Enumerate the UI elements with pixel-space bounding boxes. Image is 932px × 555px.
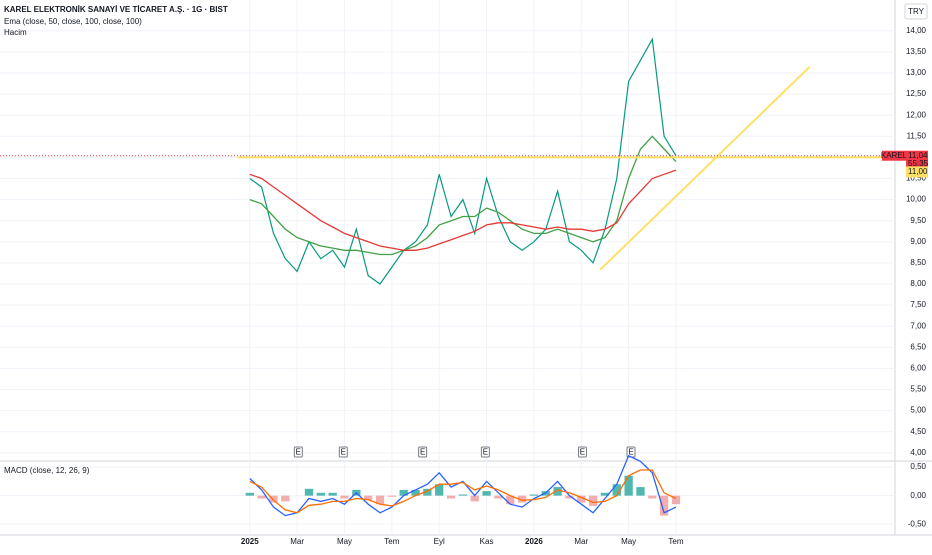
x-tick-label: Tem (668, 537, 683, 546)
earnings-label: E (483, 448, 488, 457)
histogram-bar (411, 489, 420, 496)
y-tick-label: 9,50 (910, 216, 926, 225)
histogram-bar (387, 495, 397, 497)
volume-label: Hacim (4, 28, 27, 37)
y-tick-label: 7,50 (910, 300, 926, 309)
histogram-bar (340, 495, 349, 499)
y-tick-label: 11,50 (907, 131, 927, 140)
histogram-bar (364, 495, 373, 501)
macd-label: MACD (close, 12, 26, 9) (4, 466, 90, 475)
symbol-tag (882, 150, 906, 161)
currency[interactable]: TRY (908, 7, 925, 16)
x-tick-label: Tem (384, 537, 399, 546)
last-price-label: 11,04 (908, 151, 928, 160)
histogram-bar (446, 495, 456, 499)
histogram-bar (375, 495, 385, 505)
histogram-bar (660, 495, 669, 516)
y-tick-label: 5,50 (910, 385, 926, 394)
histogram-bar (636, 487, 645, 496)
y-tick-label: 12,00 (906, 110, 927, 119)
histogram-bar (399, 489, 408, 496)
y-tick-label: 6,00 (910, 364, 926, 373)
level-tag (906, 166, 928, 178)
histogram-bar (482, 491, 491, 496)
histogram-bar (269, 495, 278, 503)
histogram-bar (588, 495, 598, 506)
earnings-label: E (296, 448, 301, 457)
x-tick-label: May (621, 537, 636, 546)
histogram-bar (506, 495, 515, 505)
histogram-bar (328, 492, 337, 496)
histogram-bar (577, 495, 586, 503)
earnings-label: E (628, 448, 633, 457)
x-tick-label: Mar (290, 537, 304, 546)
y-tick-label: 12,50 (906, 89, 927, 98)
earnings-marker (418, 446, 428, 458)
level-label: 11,00 (908, 167, 928, 176)
series-line (249, 169, 677, 251)
y-tick-label: 8,00 (910, 279, 926, 288)
x-tick-label: Mar (574, 537, 588, 546)
histogram-bar (494, 495, 503, 499)
symbol-tag-label: KAREL (881, 151, 908, 160)
histogram-bar (316, 492, 325, 496)
histogram-bar (648, 495, 657, 499)
histogram-bar (304, 488, 314, 496)
y-tick-label: 10,50 (906, 174, 927, 183)
histogram-bar (553, 487, 562, 496)
earnings-marker (480, 446, 490, 458)
symbol-title: KAREL ELEKTRONİK SANAYİ VE TİCARET A.Ş. … (4, 5, 228, 14)
x-tick-label: May (337, 537, 352, 546)
y-tick-label: 7,00 (910, 321, 926, 330)
earnings-marker (338, 446, 348, 458)
histogram-bar (245, 492, 254, 496)
y-tick-label: 4,50 (910, 427, 926, 436)
histogram-bar (458, 494, 468, 496)
y-tick-label: 0,00 (910, 491, 926, 500)
x-tick-label: Eyl (434, 537, 445, 546)
y-tick-label: 8,50 (910, 258, 926, 267)
earnings-marker (577, 446, 587, 458)
histogram-bar (281, 495, 290, 502)
y-tick-label: 0,50 (910, 462, 926, 471)
earnings-label: E (420, 448, 425, 457)
x-tick-label: 2025 (241, 537, 259, 546)
indicator-label: Ema (close, 50, close, 100, close, 100) (4, 17, 142, 26)
last-price-tag (906, 150, 928, 170)
y-tick-label: 4,00 (910, 448, 926, 457)
earnings-label: E (341, 448, 346, 457)
histogram-bar (600, 492, 610, 496)
earnings-marker (293, 446, 303, 458)
histogram-bar (671, 495, 681, 505)
x-tick-label: Kas (480, 537, 494, 546)
histogram-bar (612, 484, 621, 496)
y-tick-label: -0,50 (908, 519, 927, 528)
histogram-bar (529, 494, 539, 496)
histogram-bar (257, 495, 266, 499)
histogram-bar (435, 484, 444, 496)
currency-button[interactable] (904, 3, 928, 20)
series-line (249, 135, 677, 256)
histogram-bar (517, 495, 527, 503)
countdown-label: 55:35 (908, 159, 929, 168)
y-tick-label: 13,50 (906, 47, 927, 56)
y-tick-label: 14,00 (906, 26, 927, 35)
x-tick-label: 2026 (525, 537, 543, 546)
y-tick-label: 9,00 (910, 237, 926, 246)
y-tick-label: 13,00 (906, 68, 927, 77)
y-tick-label: 5,00 (910, 406, 926, 415)
histogram-bar (423, 488, 432, 496)
histogram-bar (565, 495, 574, 499)
histogram-bar (470, 495, 479, 502)
series-line (249, 454, 677, 517)
histogram-bar (624, 475, 633, 496)
trend-line (599, 65, 811, 271)
y-tick-label: 6,50 (910, 342, 926, 351)
series-line (249, 469, 677, 514)
earnings-label: E (580, 448, 585, 457)
y-tick-label: 10,00 (906, 195, 927, 204)
